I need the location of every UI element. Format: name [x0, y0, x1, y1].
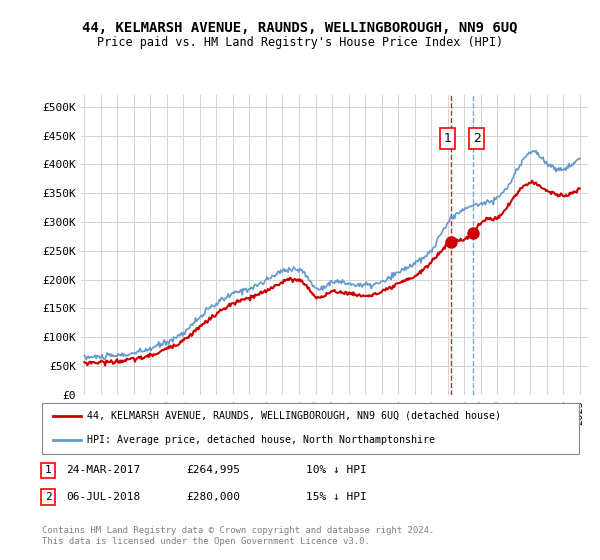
- Text: 2: 2: [44, 492, 52, 502]
- Text: £280,000: £280,000: [186, 492, 240, 502]
- Text: HPI: Average price, detached house, North Northamptonshire: HPI: Average price, detached house, Nort…: [87, 435, 435, 445]
- Text: 10% ↓ HPI: 10% ↓ HPI: [306, 465, 367, 475]
- Text: 24-MAR-2017: 24-MAR-2017: [66, 465, 140, 475]
- Text: 2: 2: [473, 132, 481, 145]
- Text: Contains HM Land Registry data © Crown copyright and database right 2024.
This d: Contains HM Land Registry data © Crown c…: [42, 526, 434, 546]
- Text: Price paid vs. HM Land Registry's House Price Index (HPI): Price paid vs. HM Land Registry's House …: [97, 36, 503, 49]
- Text: 44, KELMARSH AVENUE, RAUNDS, WELLINGBOROUGH, NN9 6UQ (detached house): 44, KELMARSH AVENUE, RAUNDS, WELLINGBORO…: [87, 410, 501, 421]
- Text: 1: 1: [44, 465, 52, 475]
- Text: 06-JUL-2018: 06-JUL-2018: [66, 492, 140, 502]
- Text: 1: 1: [443, 132, 451, 145]
- Text: 44, KELMARSH AVENUE, RAUNDS, WELLINGBOROUGH, NN9 6UQ: 44, KELMARSH AVENUE, RAUNDS, WELLINGBORO…: [82, 21, 518, 35]
- Text: £264,995: £264,995: [186, 465, 240, 475]
- Text: 15% ↓ HPI: 15% ↓ HPI: [306, 492, 367, 502]
